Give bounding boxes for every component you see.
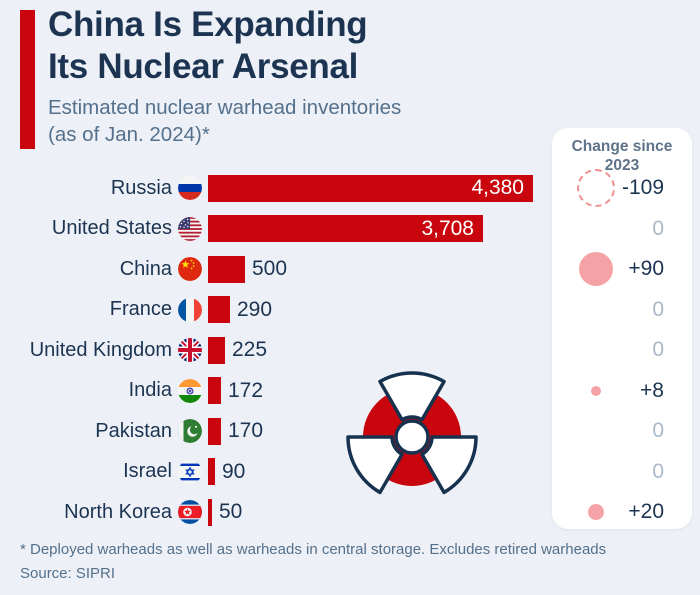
chart-row-israel: Israel 90 xyxy=(0,452,552,493)
value-bar: 4,380 xyxy=(208,174,533,202)
bar-value-label: 170 xyxy=(228,419,264,443)
change-value: 0 xyxy=(652,419,664,443)
value-bar xyxy=(208,458,215,486)
bar-value-label: 4,380 xyxy=(471,176,524,200)
country-label: United States xyxy=(51,217,172,240)
value-bar xyxy=(208,377,221,405)
change-value: +8 xyxy=(640,378,664,402)
flag-united-states-icon xyxy=(178,216,202,241)
bar-value-label: 90 xyxy=(222,459,246,483)
bar-zone: 172 xyxy=(208,377,264,405)
page-title-line2: Its Nuclear Arsenal xyxy=(48,47,359,86)
flag-france-icon xyxy=(178,297,202,322)
bar-value-label: 50 xyxy=(219,500,243,524)
chart-row-china: China 500 xyxy=(0,249,552,290)
warhead-bar-chart: Russia 4,380 United States 3,708 China 500 Fra… xyxy=(0,168,552,533)
value-bar: 3,708 xyxy=(208,215,483,243)
change-row-israel: 0 xyxy=(552,452,692,493)
page-title: China Is Expanding Its Nuclear Arsenal xyxy=(48,4,368,88)
change-row-france: 0 xyxy=(552,290,692,331)
change-panel-header-line2: 2023 xyxy=(604,157,640,174)
value-bar xyxy=(208,336,225,364)
bar-value-label: 290 xyxy=(237,297,273,321)
flag-china-icon xyxy=(178,257,202,282)
change-value: +90 xyxy=(628,257,664,281)
change-row-india: +8 xyxy=(552,371,692,412)
country-label: India xyxy=(128,379,172,402)
flag-north-korea-icon xyxy=(178,500,202,525)
chart-row-india: India 172 xyxy=(0,371,552,412)
change-value: 0 xyxy=(652,216,664,240)
radiation-trefoil-icon xyxy=(337,362,487,512)
bar-value-label: 225 xyxy=(232,338,268,362)
increase-circle-icon xyxy=(588,504,604,521)
value-bar xyxy=(208,296,230,324)
chart-row-pakistan: Pakistan 170 xyxy=(0,411,552,452)
bar-zone: 50 xyxy=(208,498,243,526)
change-panel-header-line1: Change since xyxy=(571,138,673,155)
country-label: France xyxy=(109,298,172,321)
page-subtitle: Estimated nuclear warhead inventories (a… xyxy=(48,94,401,148)
flag-india-icon xyxy=(178,378,202,403)
bar-zone: 3,708 xyxy=(208,215,483,243)
bar-zone: 90 xyxy=(208,458,246,486)
page-title-line1: China Is Expanding xyxy=(48,5,368,44)
source-label: Source: SIPRI xyxy=(20,565,116,582)
bar-zone: 290 xyxy=(208,296,273,324)
country-label: Israel xyxy=(123,460,172,483)
bar-zone: 170 xyxy=(208,417,264,445)
value-bar xyxy=(208,417,221,445)
flag-russia-icon xyxy=(178,176,202,201)
change-value: 0 xyxy=(652,297,664,321)
increase-circle-icon xyxy=(591,385,601,396)
flag-israel-icon xyxy=(178,459,202,484)
change-value: 0 xyxy=(652,459,664,483)
change-value: -109 xyxy=(621,176,664,200)
bar-zone: 225 xyxy=(208,336,268,364)
change-row-north-korea: +20 xyxy=(552,492,692,533)
country-label: North Korea xyxy=(64,500,172,523)
increase-circle-icon xyxy=(579,252,613,287)
change-since-panel: Change since 2023 -109 0 +90 0 0 +8 0 0 +20 xyxy=(552,128,692,529)
bar-value-label: 3,708 xyxy=(421,216,474,240)
change-row-china: +90 xyxy=(552,249,692,290)
chart-row-france: France 290 xyxy=(0,290,552,331)
value-bar xyxy=(208,498,212,526)
country-label: Russia xyxy=(110,176,172,199)
change-value: +20 xyxy=(628,500,664,524)
chart-row-united-states: United States 3,708 xyxy=(0,209,552,250)
page-subtitle-line2: (as of Jan. 2024)* xyxy=(48,123,210,146)
chart-row-russia: Russia 4,380 xyxy=(0,168,552,209)
page-subtitle-line1: Estimated nuclear warhead inventories xyxy=(48,96,402,119)
country-label: Pakistan xyxy=(95,419,172,442)
country-label: China xyxy=(119,257,172,280)
change-rows: -109 0 +90 0 0 +8 0 0 +20 xyxy=(552,168,692,533)
bar-value-label: 172 xyxy=(228,378,264,402)
change-panel-header: Change since 2023 xyxy=(552,137,692,175)
chart-row-north-korea: North Korea 50 xyxy=(0,492,552,533)
flag-united-kingdom-icon xyxy=(178,338,202,363)
change-row-pakistan: 0 xyxy=(552,411,692,452)
bar-zone: 500 xyxy=(208,255,288,283)
chart-row-united-kingdom: United Kingdom 225 xyxy=(0,330,552,371)
bar-value-label: 500 xyxy=(252,257,288,281)
title-accent-bar xyxy=(20,10,35,149)
footnote: * Deployed warheads as well as warheads … xyxy=(20,541,607,558)
change-row-united-states: 0 xyxy=(552,209,692,250)
flag-pakistan-icon xyxy=(178,419,202,444)
decrease-circle-icon xyxy=(577,169,615,208)
change-value: 0 xyxy=(652,338,664,362)
country-label: United Kingdom xyxy=(29,338,172,361)
bar-zone: 4,380 xyxy=(208,174,533,202)
change-row-russia: -109 xyxy=(552,168,692,209)
value-bar xyxy=(208,255,245,283)
change-row-united-kingdom: 0 xyxy=(552,330,692,371)
